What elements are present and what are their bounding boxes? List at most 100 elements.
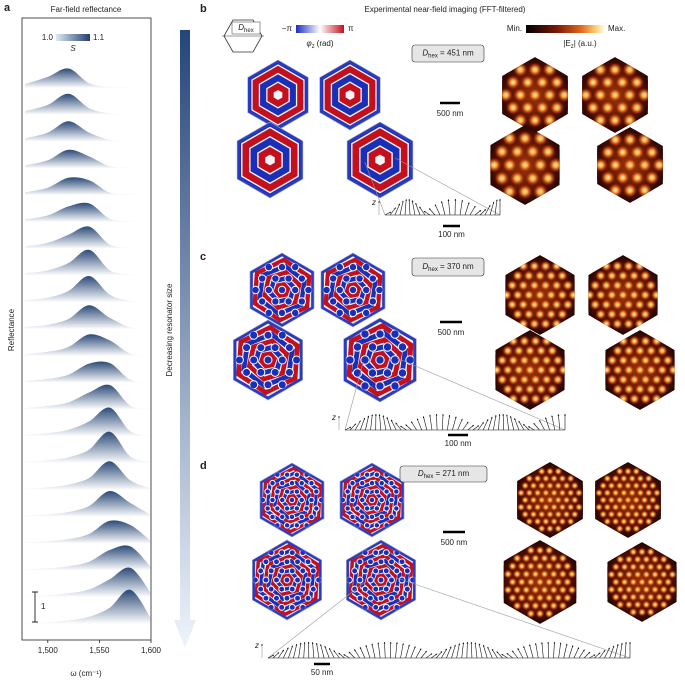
phase-dot bbox=[288, 549, 296, 557]
field-spot bbox=[607, 87, 623, 103]
field-spot bbox=[634, 383, 646, 395]
field-spot bbox=[527, 113, 543, 128]
phase-dot bbox=[271, 274, 280, 283]
profile-arrow bbox=[529, 644, 534, 659]
field-spot bbox=[554, 524, 563, 533]
field-spot bbox=[636, 87, 648, 103]
field-spot bbox=[537, 467, 546, 476]
field-spot bbox=[644, 474, 653, 483]
field-spot bbox=[607, 510, 616, 519]
profile-arrow bbox=[506, 653, 513, 659]
profile-arrow bbox=[551, 415, 556, 431]
zoom-line bbox=[344, 361, 364, 431]
phase-dot bbox=[293, 505, 301, 512]
hex-outline bbox=[343, 317, 417, 403]
x-tick-label: 1,600 bbox=[141, 646, 162, 655]
field-spot bbox=[512, 270, 524, 282]
phase-dot bbox=[354, 488, 361, 495]
phase-dot bbox=[397, 368, 408, 378]
phase-dot bbox=[397, 342, 408, 352]
field-spot bbox=[521, 481, 530, 490]
field-spot bbox=[600, 100, 615, 115]
phase-dot bbox=[348, 308, 358, 318]
phase-map bbox=[259, 463, 325, 537]
phase-dot bbox=[388, 513, 395, 521]
phase-dot bbox=[257, 274, 267, 283]
profile-arrow bbox=[446, 646, 452, 659]
hex-outline bbox=[249, 252, 315, 328]
field-spot bbox=[534, 308, 546, 320]
phase-map bbox=[252, 540, 322, 620]
spectrum bbox=[25, 93, 151, 115]
phase-dot bbox=[278, 567, 286, 575]
field-spot bbox=[524, 383, 536, 395]
field-spot bbox=[540, 569, 550, 579]
phase-dot bbox=[313, 488, 320, 495]
phase-dot bbox=[344, 488, 351, 495]
phase-dot bbox=[288, 496, 296, 504]
field-spot bbox=[554, 510, 563, 519]
field-spot bbox=[622, 183, 638, 198]
phase-dot bbox=[270, 343, 280, 353]
phase-ring bbox=[252, 257, 312, 323]
profile-arrow bbox=[365, 645, 371, 659]
field-spot bbox=[633, 555, 642, 564]
hex-icon-label: Dhex bbox=[238, 23, 253, 33]
field-spot bbox=[634, 345, 646, 357]
field-spot bbox=[517, 279, 529, 291]
phase-dot bbox=[304, 558, 312, 566]
field-spot bbox=[532, 157, 549, 173]
profile-arrow bbox=[594, 652, 601, 659]
phase-dot bbox=[361, 585, 369, 593]
hex-outline bbox=[236, 121, 304, 199]
profile-arrow bbox=[517, 648, 524, 659]
field-spot bbox=[623, 383, 635, 395]
field-spot bbox=[507, 354, 519, 366]
phase-dot bbox=[378, 513, 385, 521]
profile-arrow bbox=[487, 646, 493, 659]
phase-edge bbox=[249, 253, 315, 327]
field-spot bbox=[512, 289, 524, 301]
profile-arrow bbox=[324, 645, 330, 659]
dhex-label: Dhex = 451 nm bbox=[422, 49, 474, 59]
spectrum bbox=[25, 384, 151, 410]
profile-arrow bbox=[303, 641, 306, 659]
profile-arrow bbox=[389, 207, 396, 216]
field-spot bbox=[637, 157, 652, 173]
panel-label: b bbox=[200, 3, 207, 15]
spectrum bbox=[25, 249, 151, 276]
field-spot bbox=[619, 503, 628, 512]
field-spot bbox=[595, 289, 607, 301]
field-spot bbox=[512, 569, 522, 579]
field-spot bbox=[639, 270, 651, 282]
spectrum bbox=[25, 490, 151, 517]
field-spot bbox=[636, 517, 645, 526]
profile-arrow bbox=[506, 414, 510, 431]
field-spot bbox=[617, 308, 629, 320]
field-spot bbox=[570, 495, 579, 505]
field-spot bbox=[533, 517, 542, 526]
field-spot bbox=[517, 299, 529, 311]
field-spot bbox=[545, 495, 555, 505]
field-spot bbox=[528, 279, 540, 291]
x-tick-label: 1,550 bbox=[89, 646, 110, 655]
phase-dot bbox=[279, 479, 286, 487]
field-spot bbox=[558, 474, 567, 483]
profile-arrow bbox=[459, 199, 464, 216]
field-spot bbox=[603, 474, 612, 483]
phase-dot bbox=[372, 567, 380, 575]
field-spot bbox=[545, 289, 557, 301]
field-spot bbox=[622, 157, 638, 173]
profile-arrow bbox=[482, 419, 489, 431]
field-spot bbox=[606, 374, 618, 386]
profile-arrow bbox=[333, 650, 340, 659]
field-spot bbox=[615, 100, 630, 115]
phase-dot bbox=[263, 330, 273, 340]
field-spot bbox=[520, 75, 535, 90]
phase-edge bbox=[347, 122, 413, 198]
field-spot bbox=[634, 299, 646, 311]
field-spot bbox=[615, 170, 630, 185]
field-spot bbox=[606, 308, 618, 320]
